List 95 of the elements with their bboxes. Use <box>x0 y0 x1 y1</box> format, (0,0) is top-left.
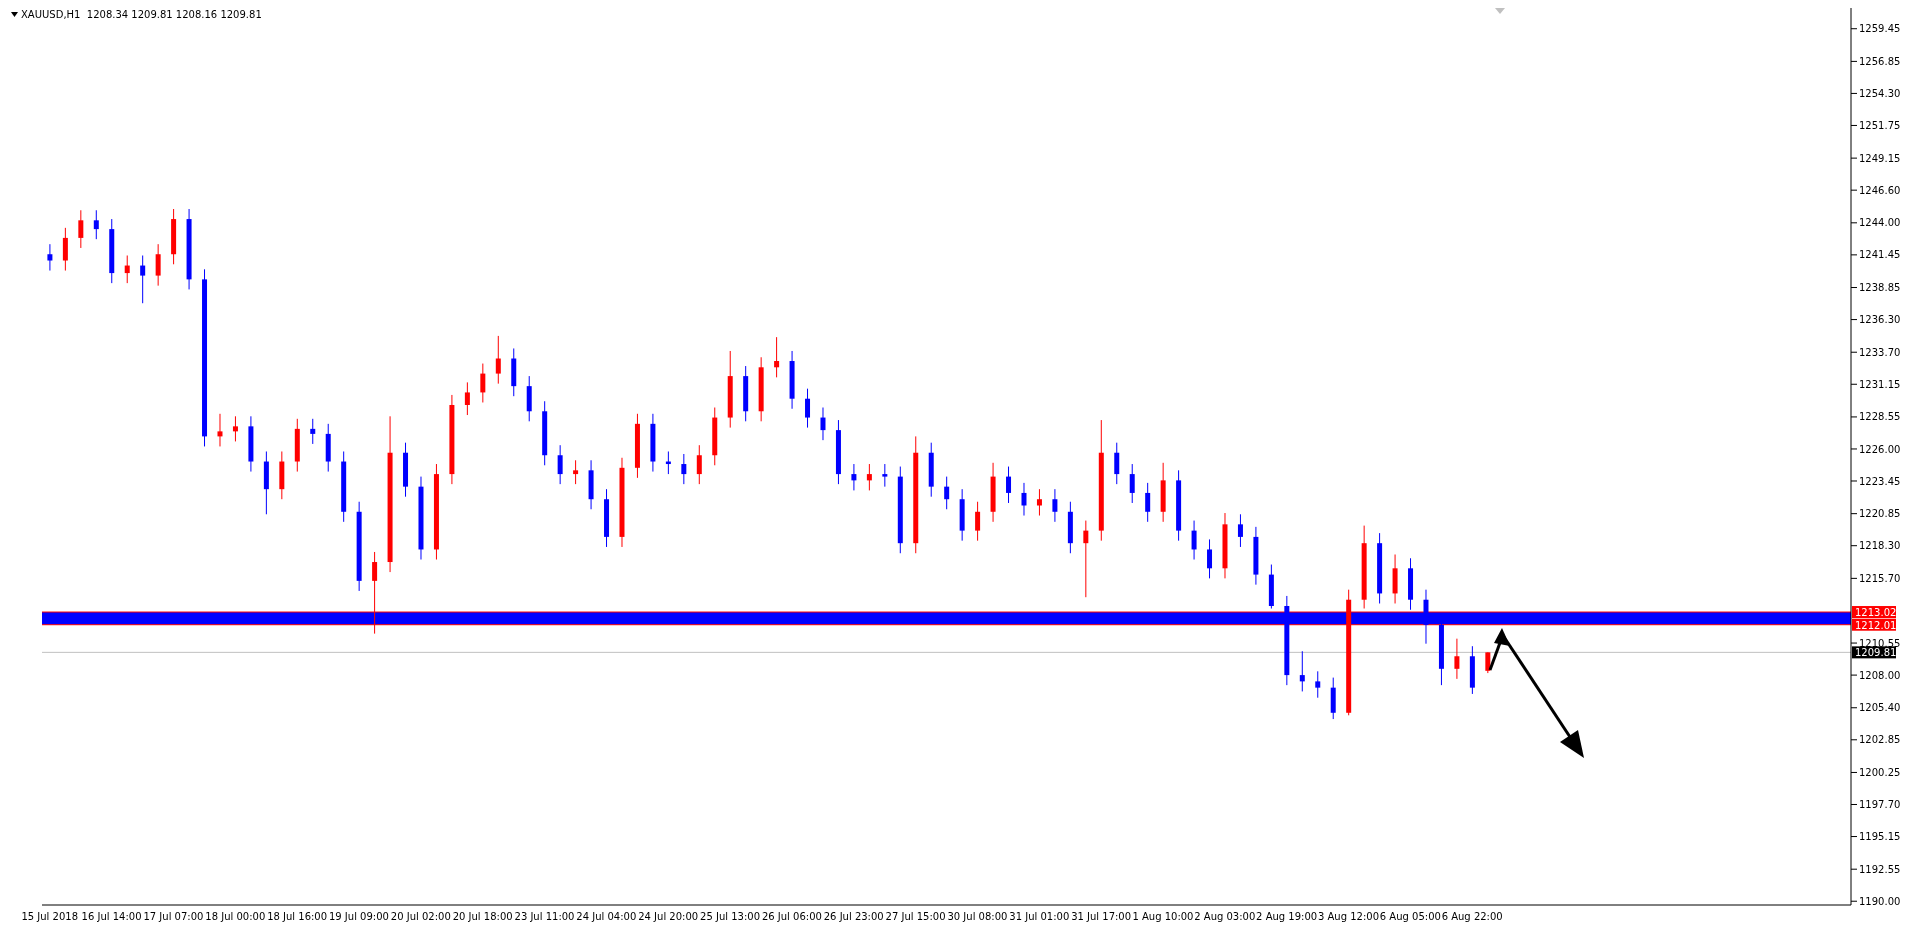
x-tick-label: 6 Aug 05:00 <box>1379 911 1441 923</box>
y-tick-label: 1200.25 <box>1859 767 1901 779</box>
candlestick <box>1299 650 1305 692</box>
candlestick <box>774 336 780 378</box>
candlestick <box>681 453 687 485</box>
x-tick-label: 26 Jul 06:00 <box>761 911 822 923</box>
candlestick <box>1145 482 1151 523</box>
candlestick <box>124 254 130 284</box>
x-tick-label: 27 Jul 15:00 <box>885 911 946 923</box>
candlestick <box>820 407 826 441</box>
y-tick-label: 1238.85 <box>1859 282 1901 294</box>
x-tick-label: 26 Jul 23:00 <box>823 911 884 923</box>
candlestick <box>805 388 811 429</box>
candlestick <box>851 463 857 491</box>
y-tick-label: 1192.55 <box>1859 863 1901 875</box>
candlestick <box>1083 520 1089 598</box>
candlestick <box>155 243 161 287</box>
candlestick <box>47 243 53 272</box>
candlestick <box>1114 442 1120 485</box>
candlestick <box>1006 466 1012 504</box>
x-tick-label: 18 Jul 16:00 <box>267 911 328 923</box>
y-tick-label: 1236.30 <box>1859 314 1901 326</box>
y-tick-label: 1197.70 <box>1859 799 1901 811</box>
x-tick-label: 15 Jul 2018 <box>21 911 79 923</box>
candlestick <box>495 335 501 385</box>
x-tick-label: 17 Jul 07:00 <box>143 911 204 923</box>
y-tick-label: 1195.15 <box>1859 831 1901 843</box>
y-tick-label: 1254.30 <box>1859 87 1901 99</box>
y-tick-label: 1226.00 <box>1859 443 1901 455</box>
candlestick <box>1315 670 1321 699</box>
y-tick-label: 1256.85 <box>1859 55 1901 67</box>
y-tick-label: 1241.45 <box>1859 249 1901 261</box>
candlestick <box>975 501 981 542</box>
x-tick-label: 3 Aug 12:00 <box>1317 911 1380 923</box>
y-tick-label: 1202.85 <box>1859 734 1901 746</box>
candlestick <box>944 476 950 510</box>
y-tick-label: 1249.15 <box>1859 152 1901 164</box>
candlestick <box>557 444 563 485</box>
x-tick-label: 19 Jul 09:00 <box>328 911 389 923</box>
y-tick-label: 1210.55 <box>1859 637 1901 649</box>
candlestick <box>1036 488 1042 517</box>
x-tick-label: 16 Jul 14:00 <box>81 911 142 923</box>
x-tick-label: 2 Aug 19:00 <box>1256 911 1318 923</box>
candlestick <box>1052 488 1058 523</box>
candlestick <box>217 413 223 447</box>
x-tick-label: 31 Jul 01:00 <box>1009 911 1070 923</box>
candlestick <box>866 463 872 491</box>
y-tick-label: 1205.40 <box>1859 702 1901 714</box>
candlestick <box>93 209 99 240</box>
x-tick-label: 24 Jul 04:00 <box>576 911 637 923</box>
y-tick-label: 1231.15 <box>1859 378 1901 390</box>
x-tick-label: 20 Jul 18:00 <box>452 911 513 923</box>
candlestick <box>1191 520 1197 561</box>
ref-line-label: 1212.01 <box>1855 619 1897 631</box>
candlestick <box>1021 482 1027 517</box>
candlestick <box>140 254 146 304</box>
candlestick <box>1129 463 1135 504</box>
chart-title: XAUUSD,H1 1208.34 1209.81 1208.16 1209.81 <box>21 9 262 20</box>
y-tick-label: 1244.00 <box>1859 217 1901 229</box>
y-tick-label: 1190.00 <box>1859 895 1901 907</box>
candlestick <box>78 209 84 249</box>
candlestick <box>1454 638 1460 680</box>
candlestick <box>1485 651 1491 674</box>
y-tick-label: 1246.60 <box>1859 184 1901 196</box>
x-tick-label: 2 Aug 03:00 <box>1194 911 1256 923</box>
x-tick-label: 24 Jul 20:00 <box>638 911 699 923</box>
x-tick-label: 20 Jul 02:00 <box>390 911 451 923</box>
ref-line-label: 1213.02 <box>1855 607 1897 619</box>
candlestick <box>1207 538 1213 579</box>
y-tick-label: 1220.85 <box>1859 508 1901 520</box>
y-tick-label: 1251.75 <box>1859 120 1901 132</box>
y-tick-label: 1218.30 <box>1859 540 1901 552</box>
candlestick <box>310 418 316 445</box>
x-tick-label: 25 Jul 13:00 <box>700 911 761 923</box>
y-tick-label: 1228.55 <box>1859 411 1901 423</box>
y-tick-label: 1215.70 <box>1859 572 1901 584</box>
x-tick-label: 23 Jul 11:00 <box>514 911 575 923</box>
x-tick-label: 6 Aug 22:00 <box>1441 911 1503 923</box>
candlestick <box>696 444 702 485</box>
x-tick-label: 30 Jul 08:00 <box>947 911 1008 923</box>
x-tick-label: 1 Aug 10:00 <box>1132 911 1194 923</box>
y-tick-label: 1208.00 <box>1859 669 1901 681</box>
y-tick-label: 1223.45 <box>1859 475 1901 487</box>
candlestick <box>573 459 579 485</box>
x-tick-label: 18 Jul 00:00 <box>205 911 266 923</box>
candlestick <box>882 463 888 488</box>
ref-line-label: 1209.81 <box>1855 647 1897 659</box>
y-tick-label: 1233.70 <box>1859 346 1901 358</box>
candlestick <box>232 415 238 442</box>
candlestick <box>480 363 486 403</box>
candlestick <box>62 227 68 272</box>
x-tick-label: 31 Jul 17:00 <box>1071 911 1132 923</box>
candlestick <box>1237 513 1243 548</box>
candlestick <box>464 381 470 416</box>
y-tick-label: 1259.45 <box>1859 23 1901 35</box>
